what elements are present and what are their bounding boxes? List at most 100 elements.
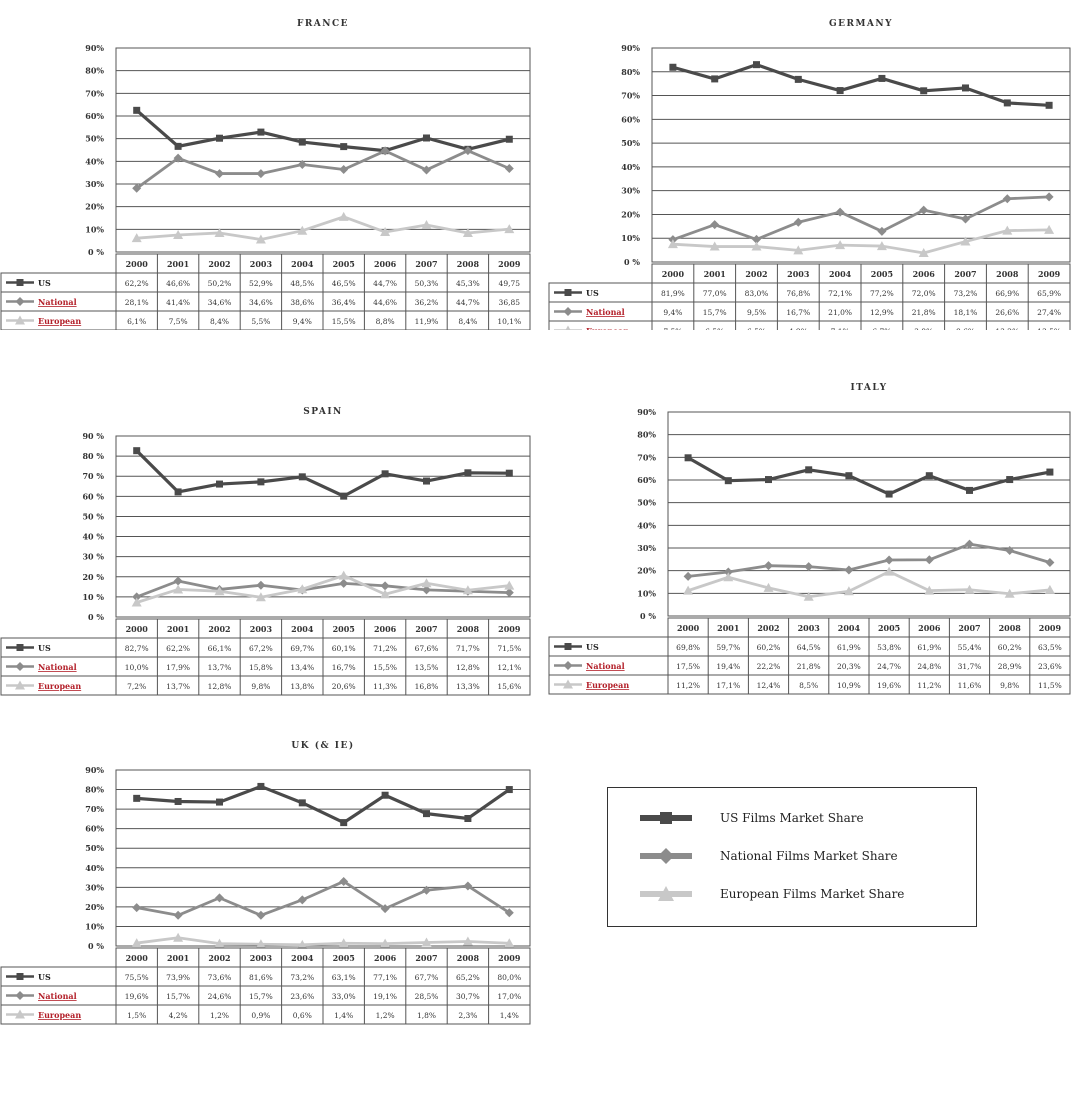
data-point-spain-european — [421, 578, 432, 588]
x-tick-germany: 2002 — [745, 269, 767, 279]
table-row-spain-european — [0, 675, 531, 696]
table-cell-spain-us: 62,2% — [166, 644, 190, 653]
y-tick-uk: 80% — [85, 785, 104, 795]
table-cell-spain-european: 13,3% — [456, 682, 480, 691]
x-tick-uk: 2000 — [126, 953, 149, 963]
series-line-spain-us — [135, 449, 510, 498]
x-tick-uk: 2003 — [250, 953, 273, 963]
table-cell-italy-us: 60,2% — [757, 643, 781, 652]
x-tick-spain: 2001 — [167, 624, 189, 634]
table-cell-france-national: 44,6% — [373, 298, 397, 307]
data-point-france-european — [504, 224, 515, 234]
x-tick-spain: 2008 — [457, 624, 480, 634]
table-cell-germany-national: 21,0% — [828, 308, 852, 317]
data-point-italy-european — [924, 585, 935, 595]
table-cell-germany-european: 6,5% — [705, 327, 724, 330]
table-cell-spain-european: 15,6% — [497, 682, 521, 691]
data-point-france-european — [131, 233, 142, 243]
data-point-france-us — [257, 128, 265, 136]
table-cell-italy-us: 63,5% — [1038, 643, 1062, 652]
table-cell-uk-european: 0,9% — [251, 1011, 270, 1020]
data-point-germany-european — [709, 241, 720, 251]
data-point-uk-national — [422, 885, 431, 895]
data-point-italy-national — [1005, 545, 1015, 555]
data-point-germany-us — [836, 87, 844, 95]
data-point-spain-european — [504, 580, 515, 590]
data-point-italy-european — [723, 572, 734, 582]
table-cell-germany-national: 21,8% — [912, 308, 936, 317]
data-point-uk-european — [504, 938, 515, 948]
x-tick-germany: 2006 — [913, 269, 936, 279]
table-series-name-france-european: European — [38, 316, 81, 326]
table-cell-france-european: 8,4% — [210, 317, 229, 326]
data-point-france-national — [504, 163, 514, 173]
table-cell-germany-european: 7,5% — [663, 327, 682, 330]
data-point-spain-national — [173, 576, 183, 586]
data-point-uk-national — [132, 903, 142, 913]
table-cell-spain-national: 15,5% — [373, 663, 397, 672]
table-cell-germany-european: 13,5% — [1037, 327, 1061, 330]
table-key-marker-germany-us — [564, 289, 572, 296]
table-cell-italy-national: 21,8% — [797, 662, 821, 671]
table-cell-italy-european: 11,2% — [676, 681, 700, 690]
table-cell-italy-us: 55,4% — [958, 643, 982, 652]
x-tick-germany: 2003 — [787, 269, 810, 279]
data-point-germany-national — [919, 205, 929, 215]
x-tick-italy: 2006 — [918, 623, 941, 633]
table-cell-spain-national: 13,7% — [208, 663, 232, 672]
y-tick-uk: 10% — [85, 921, 104, 931]
table-cell-germany-european: 7,1% — [831, 327, 850, 330]
table-cell-spain-us: 71,7% — [456, 644, 480, 653]
y-tick-france: 30% — [85, 179, 104, 189]
data-point-germany-national — [710, 220, 720, 230]
table-cell-france-us: 46,5% — [332, 279, 356, 288]
data-point-germany-us — [962, 84, 969, 92]
table-cell-italy-european: 17,1% — [716, 681, 740, 690]
table-cell-uk-national: 19,1% — [373, 992, 397, 1001]
table-key-marker-italy-european — [563, 679, 573, 689]
data-point-uk-us — [216, 798, 223, 806]
table-cell-uk-national: 23,6% — [290, 992, 314, 1001]
data-point-italy-us — [885, 490, 893, 498]
data-point-france-european — [214, 227, 225, 237]
table-cell-spain-us: 71,5% — [497, 644, 521, 653]
table-cell-uk-us: 81,6% — [249, 973, 273, 982]
y-tick-france: 0 % — [88, 247, 104, 257]
x-tick-uk: 2009 — [498, 953, 521, 963]
table-cell-italy-european: 8,5% — [799, 681, 818, 690]
data-point-germany-us — [669, 63, 677, 71]
table-cell-germany-us: 83,0% — [745, 289, 769, 298]
x-tick-france: 2008 — [457, 259, 480, 269]
table-cell-germany-us: 72,0% — [912, 289, 936, 298]
table-cell-uk-european: 2,3% — [458, 1011, 477, 1020]
chart-title-spain: SPAIN — [303, 407, 343, 417]
table-cell-spain-european: 13,8% — [290, 682, 314, 691]
plot-area-germany — [651, 47, 1071, 263]
table-cell-uk-national: 15,7% — [166, 992, 190, 1001]
x-tick-italy: 2009 — [1039, 623, 1062, 633]
y-tick-spain: 40 % — [82, 532, 104, 542]
table-cell-france-us: 52,9% — [249, 279, 273, 288]
y-tick-spain: 70 % — [82, 471, 104, 481]
x-tick-italy: 2005 — [878, 623, 900, 633]
table-cell-germany-european: 3,8% — [914, 327, 933, 330]
data-point-uk-national — [173, 910, 183, 920]
table-cell-france-us: 50,3% — [415, 279, 439, 288]
data-point-france-european — [173, 230, 184, 239]
table-cell-germany-national: 27,4% — [1037, 308, 1061, 317]
table-cell-italy-european: 12,4% — [757, 681, 781, 690]
table-cell-france-us: 50,2% — [208, 279, 232, 288]
table-cell-italy-national: 28,9% — [998, 662, 1022, 671]
y-tick-france: 60% — [85, 111, 104, 121]
table-cell-germany-us: 65,9% — [1037, 289, 1061, 298]
table-cell-uk-european: 1,8% — [417, 1011, 436, 1020]
x-tick-italy: 2003 — [798, 623, 821, 633]
series-line-germany-us — [672, 63, 1050, 107]
table-row-italy-european — [548, 674, 1071, 695]
data-point-france-european — [380, 227, 391, 237]
table-cell-france-national: 44,7% — [456, 298, 480, 307]
data-point-italy-national — [924, 555, 934, 565]
data-point-uk-national — [256, 910, 266, 920]
table-cell-italy-us: 61,9% — [837, 643, 861, 652]
chart-france: FRANCE 0 % 10% 20% 30% 40% 50% 60% 70% 80% 90% 2000… — [0, 0, 540, 331]
